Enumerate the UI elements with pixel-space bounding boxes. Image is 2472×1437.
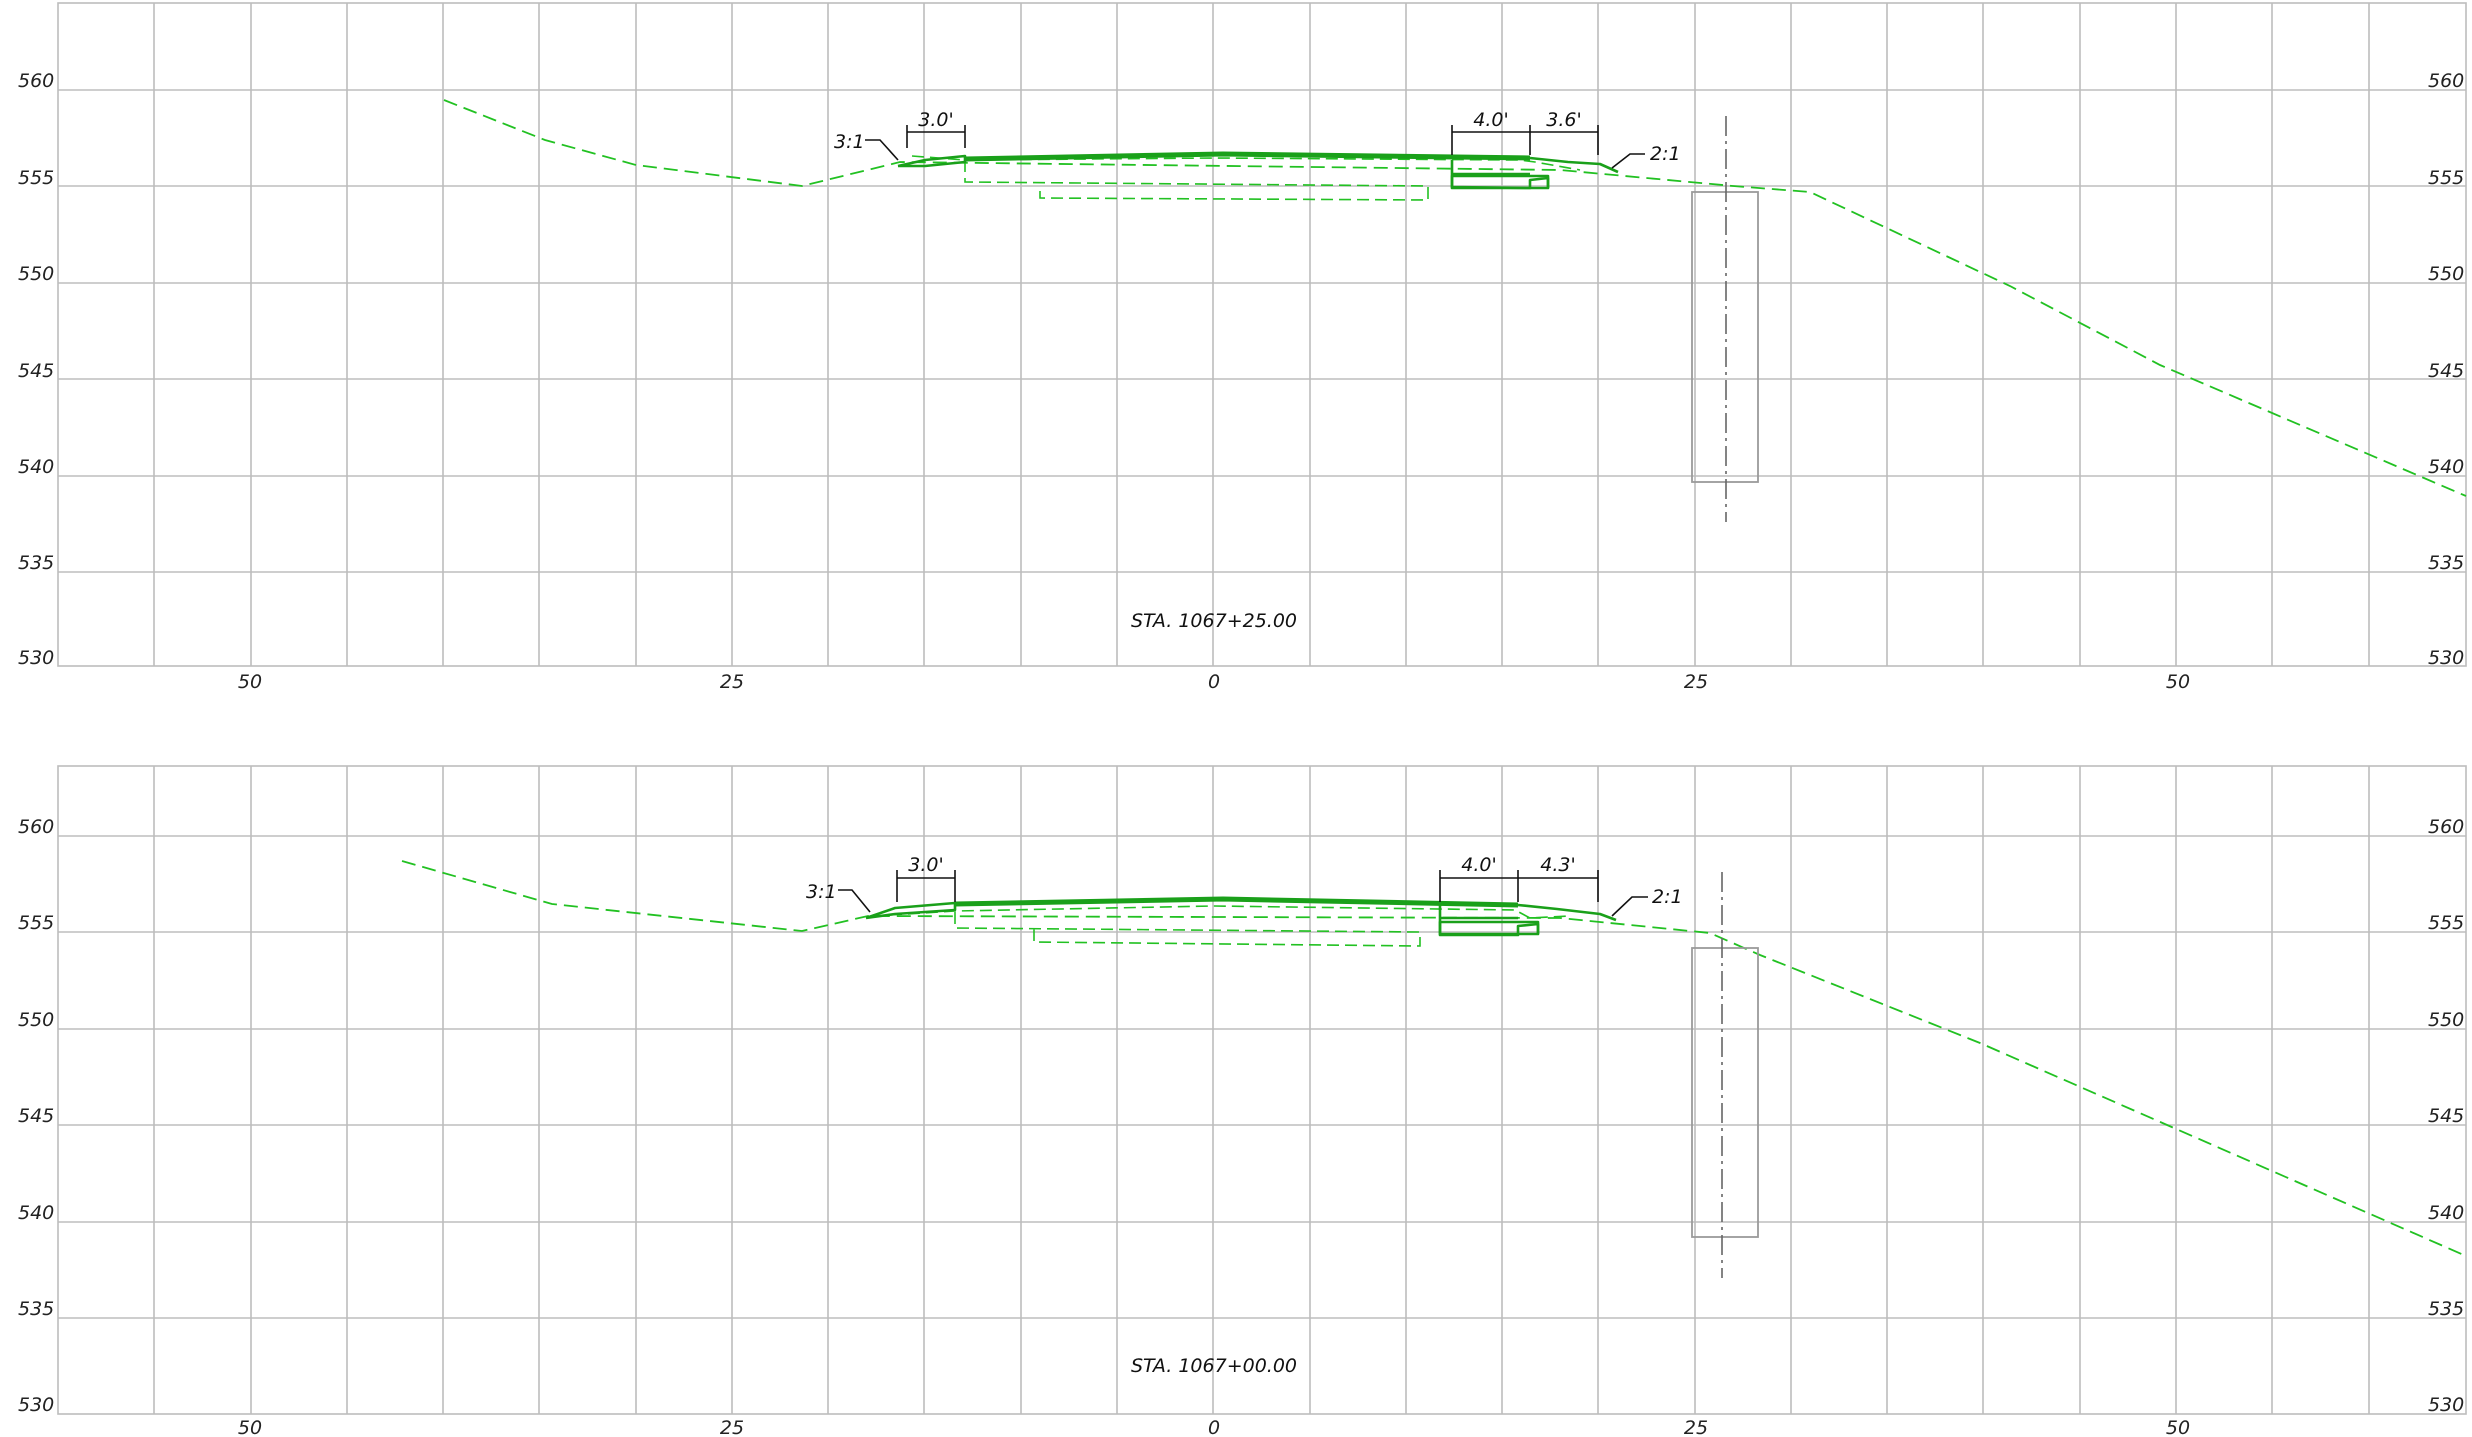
offset-label: 0 bbox=[1208, 1417, 1220, 1437]
elev-label-left: 540 bbox=[18, 1202, 54, 1224]
elev-label-right: 555 bbox=[2428, 167, 2464, 189]
elev-label-right: 530 bbox=[2428, 647, 2464, 669]
dim-label: 3.0' bbox=[918, 109, 953, 131]
elev-label-right: 550 bbox=[2428, 1009, 2464, 1031]
slope-label-right: 2:1 bbox=[1652, 886, 1683, 908]
proposed-right-shoulder bbox=[1517, 903, 1617, 922]
proposed-left-shoulder bbox=[865, 901, 957, 920]
elev-label-right: 560 bbox=[2428, 816, 2464, 838]
elev-label-left: 550 bbox=[18, 263, 54, 285]
elev-label-left: 535 bbox=[18, 1298, 54, 1320]
offset-label: 50 bbox=[238, 671, 262, 693]
offset-label: 0 bbox=[1208, 671, 1220, 693]
elev-label-left: 530 bbox=[18, 647, 54, 669]
elev-label-left: 560 bbox=[18, 816, 54, 838]
offset-label: 25 bbox=[1684, 671, 1708, 693]
elev-label-left: 560 bbox=[18, 70, 54, 92]
existing-ground-line bbox=[443, 99, 2467, 497]
elev-label-right: 550 bbox=[2428, 263, 2464, 285]
elev-label-left: 535 bbox=[18, 552, 54, 574]
elev-label-right: 545 bbox=[2428, 360, 2464, 382]
proposed-pavement-surface bbox=[954, 896, 1519, 908]
elev-label-left: 555 bbox=[18, 912, 54, 934]
offset-label: 50 bbox=[2166, 671, 2190, 693]
elev-label-right: 535 bbox=[2428, 552, 2464, 574]
slope-label-right: 2:1 bbox=[1650, 143, 1681, 165]
elev-label-left: 555 bbox=[18, 167, 54, 189]
existing-pavement-line bbox=[911, 155, 1581, 171]
cross-section-panel-2: 560 555 550 545 540 535 530 560 555 550 … bbox=[18, 765, 2467, 1437]
elev-label-left: 545 bbox=[18, 360, 54, 382]
slope-leader-right bbox=[1611, 153, 1645, 169]
offset-label: 25 bbox=[720, 671, 744, 693]
elev-label-left: 530 bbox=[18, 1394, 54, 1416]
elev-label-left: 550 bbox=[18, 1009, 54, 1031]
existing-subbase-line bbox=[964, 160, 1429, 201]
dim-label: 4.0' bbox=[1461, 854, 1496, 876]
dim-label: 3.6' bbox=[1546, 109, 1581, 131]
dim-label: 3.0' bbox=[908, 854, 943, 876]
offset-label: 25 bbox=[720, 1417, 744, 1437]
offset-label: 25 bbox=[1684, 1417, 1708, 1437]
elev-label-right: 560 bbox=[2428, 70, 2464, 92]
retaining-wall bbox=[1691, 191, 1759, 483]
grid bbox=[57, 2, 2467, 667]
dim-label: 4.3' bbox=[1540, 854, 1575, 876]
elev-label-right: 540 bbox=[2428, 1202, 2464, 1224]
elev-label-right: 535 bbox=[2428, 1298, 2464, 1320]
slope-leader-left bbox=[838, 889, 871, 913]
cross-section-panel-1: 560 555 550 545 540 535 530 560 555 550 … bbox=[18, 2, 2467, 693]
slope-label-left: 3:1 bbox=[834, 131, 865, 153]
dim-label: 4.0' bbox=[1473, 109, 1508, 131]
offset-label: 50 bbox=[238, 1417, 262, 1437]
existing-ground-line bbox=[401, 860, 2467, 1257]
proposed-curb-base bbox=[1438, 920, 1540, 936]
existing-subbase-line bbox=[954, 912, 1421, 947]
slope-leader-right bbox=[1611, 896, 1648, 917]
offset-label: 50 bbox=[2166, 1417, 2190, 1437]
station-label: STA. 1067+00.00 bbox=[1131, 1355, 1297, 1377]
proposed-right-shoulder bbox=[1529, 156, 1619, 174]
proposed-curb-base bbox=[1450, 174, 1550, 190]
proposed-pavement-surface bbox=[964, 151, 1531, 162]
retaining-wall bbox=[1691, 947, 1759, 1238]
elev-label-right: 540 bbox=[2428, 456, 2464, 478]
elev-label-right: 545 bbox=[2428, 1105, 2464, 1127]
proposed-left-shoulder bbox=[897, 154, 967, 168]
elev-label-right: 555 bbox=[2428, 912, 2464, 934]
station-label: STA. 1067+25.00 bbox=[1131, 610, 1297, 632]
grid bbox=[57, 765, 2467, 1415]
slope-leader-left bbox=[865, 139, 899, 161]
elev-label-right: 530 bbox=[2428, 1394, 2464, 1416]
slope-label-left: 3:1 bbox=[806, 881, 837, 903]
elev-label-left: 540 bbox=[18, 456, 54, 478]
elev-label-left: 545 bbox=[18, 1105, 54, 1127]
